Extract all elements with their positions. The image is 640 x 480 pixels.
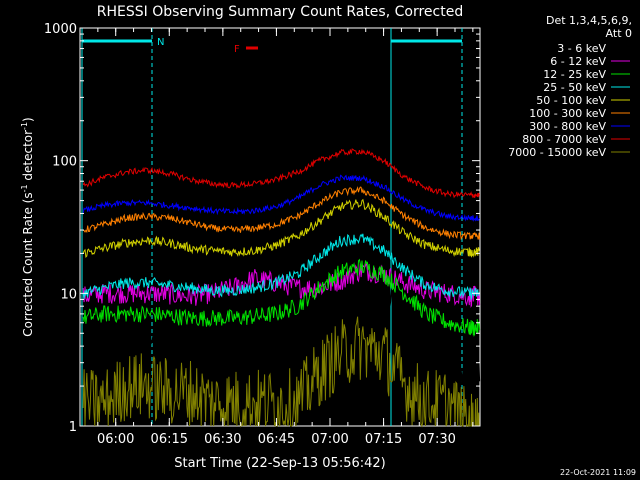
flare-marker: F bbox=[234, 44, 258, 55]
y-tick-label: 100 bbox=[52, 155, 77, 170]
x-tick-label: 06:15 bbox=[151, 432, 188, 447]
legend-label: 50 - 100 keV bbox=[536, 94, 606, 107]
x-tick-label: 07:30 bbox=[418, 432, 455, 447]
legend-label: 100 - 300 keV bbox=[529, 107, 606, 120]
night-markers: N bbox=[81, 28, 463, 426]
legend-label: 7000 - 15000 keV bbox=[508, 146, 606, 159]
y-tick-label: 1 bbox=[69, 420, 77, 435]
legend-label: 6 - 12 keV bbox=[550, 55, 606, 68]
legend-header-2: Att 0 bbox=[606, 27, 632, 40]
series-line bbox=[82, 262, 481, 308]
series-line bbox=[82, 148, 481, 199]
x-tick-label: 06:00 bbox=[97, 432, 134, 447]
legend-label: 3 - 6 keV bbox=[557, 42, 606, 55]
series-layer bbox=[82, 148, 481, 428]
series-line bbox=[82, 270, 481, 394]
footer-timestamp: 22-Oct-2021 11:09 bbox=[560, 468, 636, 477]
legend-label: 25 - 50 keV bbox=[543, 81, 606, 94]
legend-header-1: Det 1,3,4,5,6,9, bbox=[546, 14, 632, 27]
series-line bbox=[82, 258, 481, 337]
y-tick-label: 1000 bbox=[44, 22, 77, 37]
series-line bbox=[82, 233, 480, 301]
x-tick-label: 07:00 bbox=[311, 432, 348, 447]
night-label: N bbox=[157, 37, 164, 48]
legend-label: 12 - 25 keV bbox=[543, 68, 606, 81]
x-axis-label: Start Time (22-Sep-13 05:56:42) bbox=[174, 456, 385, 471]
y-tick-label: 10 bbox=[60, 287, 77, 302]
x-axis: 06:00 06:15 06:30 06:45 07:00 07:15 07:30 bbox=[97, 28, 474, 447]
x-tick-label: 06:45 bbox=[258, 432, 295, 447]
series-line bbox=[82, 174, 481, 222]
series-line bbox=[82, 316, 480, 428]
series-line bbox=[83, 186, 481, 241]
chart-title: RHESSI Observing Summary Count Rates, Co… bbox=[97, 4, 463, 20]
flare-label: F bbox=[234, 44, 240, 55]
x-tick-label: 07:15 bbox=[365, 432, 402, 447]
y-axis: 1 10 100 1000 bbox=[44, 22, 480, 435]
legend-label: 800 - 7000 keV bbox=[522, 133, 606, 146]
y-axis-label: Corrected Count Rate (s-1 detector-1) bbox=[20, 117, 35, 336]
legend-label: 300 - 800 keV bbox=[529, 120, 606, 133]
series-line bbox=[82, 198, 480, 258]
x-tick-label: 06:30 bbox=[204, 432, 241, 447]
